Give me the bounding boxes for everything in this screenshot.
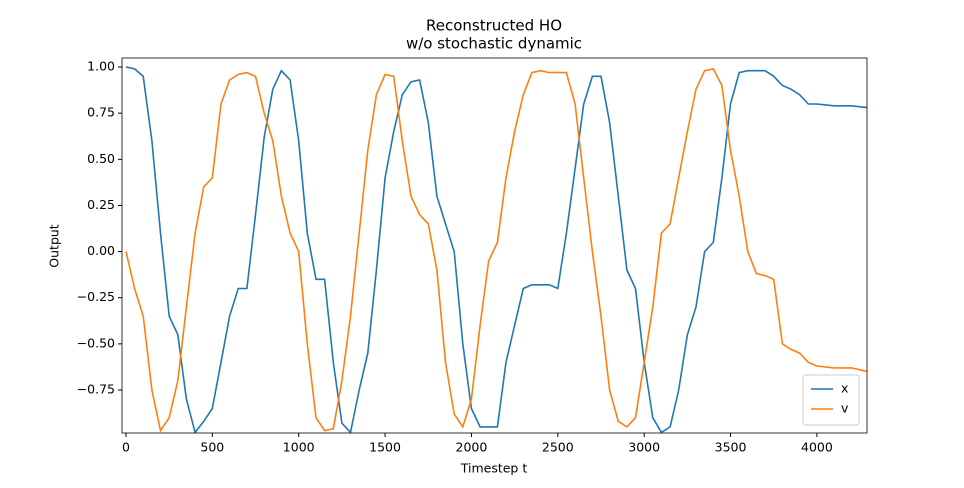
x-tick-label: 0 [122,440,130,455]
chart-subtitle: w/o stochastic dynamic [406,35,582,53]
y-tick-label: −0.50 [77,335,115,350]
plot-frame [121,57,868,434]
y-tick-label: 0.75 [87,105,115,120]
line-series [125,67,867,433]
line-series [125,66,867,433]
y-tick-label: −0.75 [77,382,115,397]
x-tick-label: 3000 [628,440,660,455]
y-tick-label: 0.00 [87,243,115,258]
x-tick-label: 4000 [801,440,833,455]
x-tick-label: 2500 [542,440,574,455]
legend-box [802,374,860,426]
x-tick-label: 500 [200,440,224,455]
x-tick-label: 1500 [369,440,401,455]
y-axis-label: Output [47,224,62,268]
legend-label: v [841,401,849,416]
x-tick-label: 3500 [715,440,747,455]
chart-title: Reconstructed HO [426,17,562,35]
x-tick-label: 1000 [283,440,315,455]
y-tick-label: 0.25 [87,197,115,212]
y-tick-label: −0.25 [77,289,115,304]
legend-label: x [841,381,848,396]
x-tick-label: 2000 [456,440,488,455]
y-tick-label: 1.00 [87,59,115,74]
x-axis-label: Timestep t [460,461,528,476]
y-tick-label: 0.50 [87,151,115,166]
